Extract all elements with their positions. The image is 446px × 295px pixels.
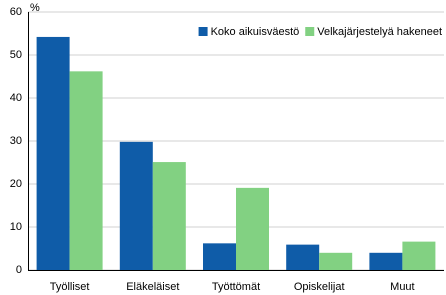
y-tick-label: 40 [10, 92, 22, 104]
y-tick-label: 20 [10, 178, 22, 190]
bar [203, 243, 236, 270]
bar [236, 187, 269, 270]
x-tick-label: Työttömät [212, 281, 260, 293]
y-tick-label: 10 [10, 221, 22, 233]
bar [69, 71, 103, 270]
legend-label: Koko aikuisväestö [211, 26, 300, 38]
bar [319, 252, 353, 270]
y-axis-label: % [30, 2, 40, 14]
x-tick-label: Muut [390, 281, 414, 293]
legend-swatch [305, 27, 315, 36]
legend-label: Velkajärjestelyä hakeneet [317, 26, 442, 38]
bar [286, 244, 320, 270]
y-tick-label: 0 [16, 264, 22, 276]
legend-swatch [198, 27, 208, 36]
y-tick-label: 30 [10, 135, 22, 147]
bar [119, 141, 153, 270]
bar [36, 36, 70, 270]
bar [152, 162, 186, 270]
x-tick-label: Opiskelijat [294, 281, 345, 293]
bar [402, 241, 436, 270]
x-tick-label: Työlliset [50, 281, 90, 293]
y-tick-label: 60 [10, 6, 22, 18]
bar [369, 252, 403, 270]
y-tick-label: 50 [10, 49, 22, 61]
x-tick-label: Eläkeläiset [126, 281, 179, 293]
